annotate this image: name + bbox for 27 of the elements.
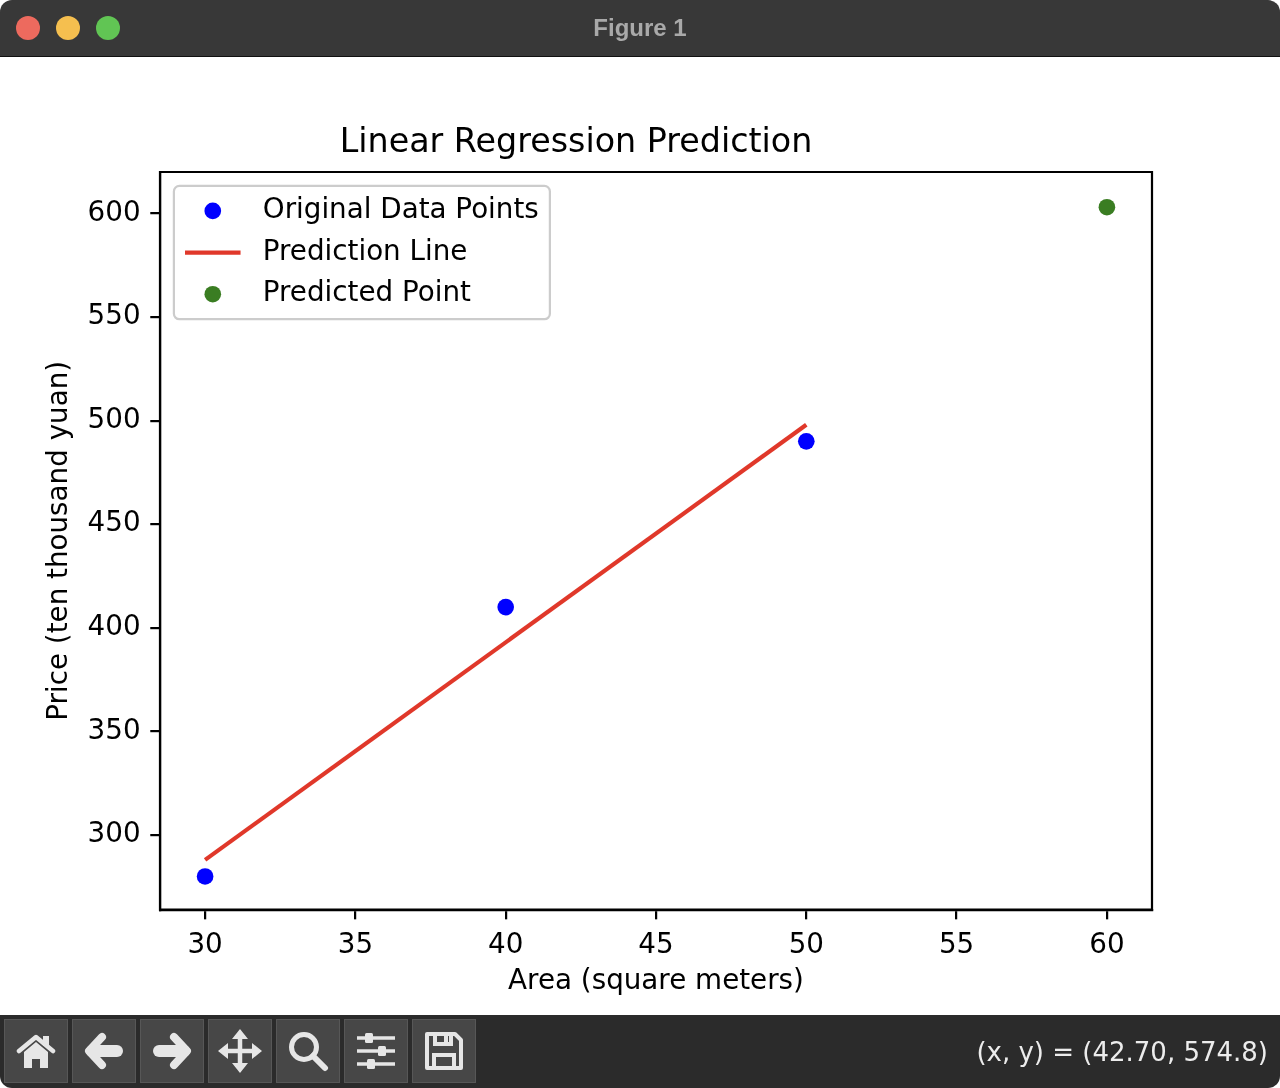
chart-title: Linear Regression Prediction [339, 120, 813, 160]
y-tick-label: 500 [87, 401, 141, 435]
caption: Figure 1 [593, 14, 687, 42]
x-axis-title: Area (square meters) [508, 962, 804, 996]
x-tick-label: 40 [488, 926, 524, 960]
title-bar: Figure 1 [0, 0, 1280, 57]
y-tick-label: 600 [87, 194, 141, 228]
point [196, 868, 214, 885]
y-tick-label: 350 [87, 712, 141, 746]
point [797, 433, 815, 450]
x-tick-label: 55 [938, 926, 975, 960]
legend-label: Predicted Point [262, 275, 471, 309]
legend-label: Prediction Line [262, 233, 468, 267]
y-tick-label: 300 [87, 816, 141, 850]
y-tick-label: 550 [87, 298, 141, 332]
y-axis-title: Price (ten thousand yuan) [40, 360, 74, 721]
y-tick-label: 400 [87, 609, 141, 643]
y-tick-label: 450 [87, 505, 141, 539]
x-tick-label: 50 [788, 926, 824, 960]
legend-label: Original Data Points [262, 192, 539, 226]
x-tick-label: 35 [337, 926, 374, 960]
x-tick-label: 45 [638, 926, 674, 960]
x-tick-label: 60 [1089, 926, 1125, 960]
x-tick-label: 30 [187, 926, 223, 960]
toolbar: (x, y) = (42.70, 574.8) [0, 1015, 1280, 1088]
point [497, 598, 515, 616]
point [1098, 198, 1116, 216]
